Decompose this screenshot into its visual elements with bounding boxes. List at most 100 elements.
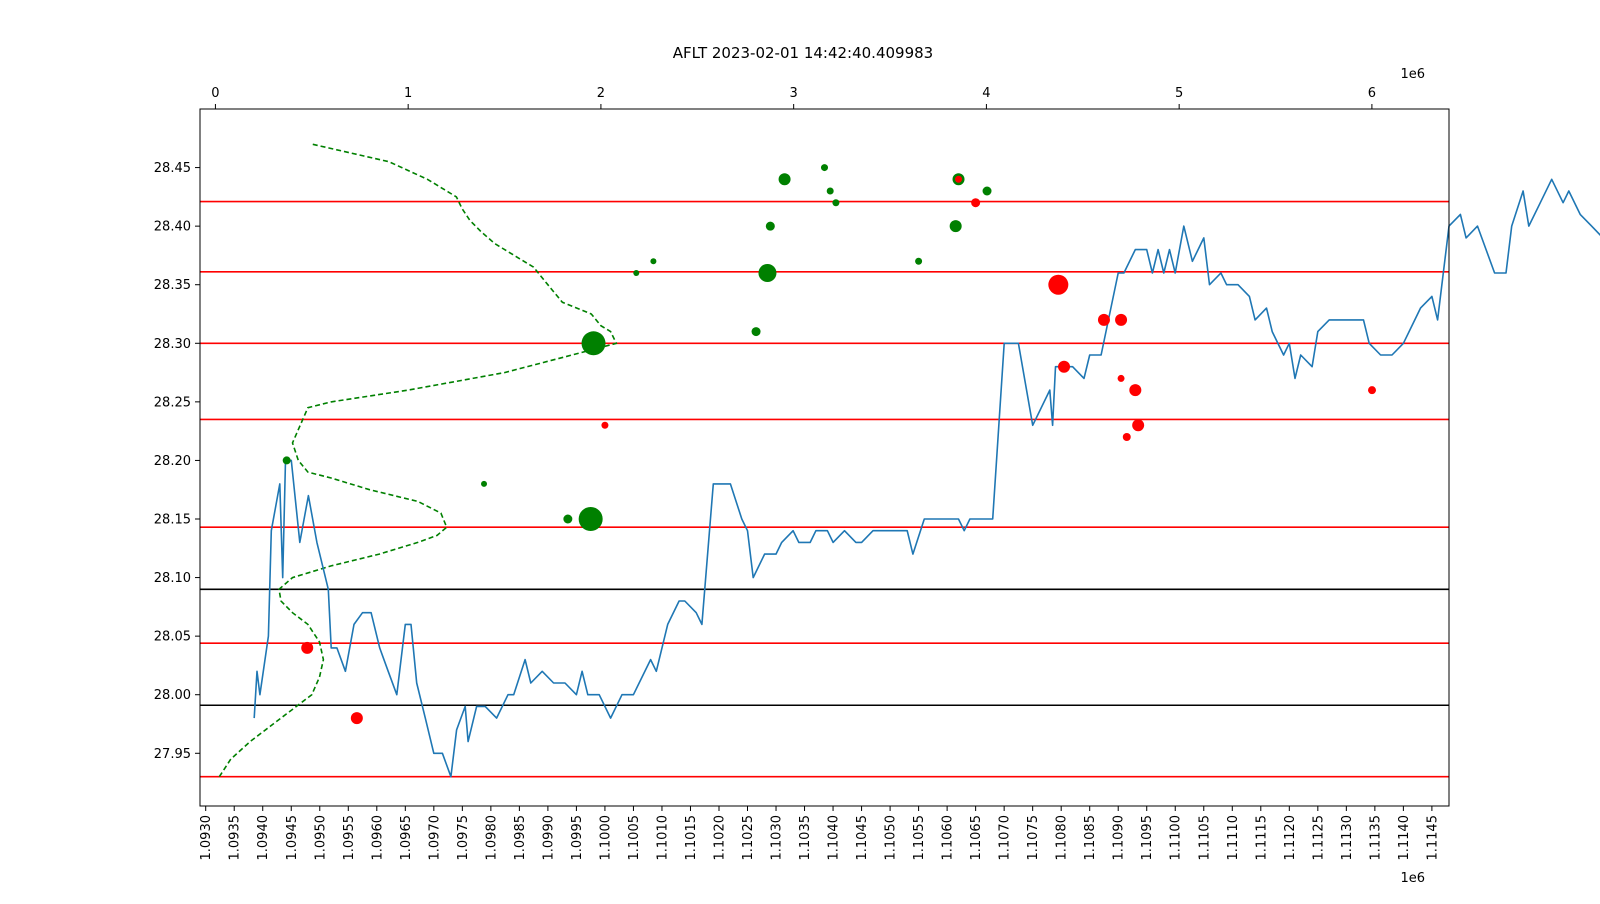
y-tick-label: 28.45	[154, 161, 191, 176]
x-tick-label: 1.0930	[199, 815, 214, 861]
trade-marker	[955, 175, 963, 183]
y-tick-label: 27.95	[154, 747, 191, 762]
x-tick-label: 1.1100	[1169, 815, 1184, 861]
y-tick-label: 28.30	[154, 337, 191, 352]
y-tick-label: 28.40	[154, 220, 191, 235]
trade-marker	[1129, 384, 1142, 397]
top-axis-offset-label: 1e6	[1400, 67, 1425, 82]
x-tick-label: 1.1055	[912, 815, 927, 861]
x-tick-label: 1.0955	[342, 815, 357, 861]
trade-marker	[1368, 386, 1377, 395]
x-tick-label: 1.1080	[1055, 815, 1070, 861]
x-tick-label: 1.1090	[1112, 815, 1127, 861]
x-tick-label: 1.1005	[627, 815, 642, 861]
chart-title: AFLT 2023-02-01 14:42:40.409983	[673, 44, 933, 62]
x-tick-label: 1.1025	[741, 815, 756, 861]
trade-marker	[481, 480, 488, 487]
x-tick-label: 1.0940	[256, 815, 271, 861]
x-tick-label: 1.1000	[598, 815, 613, 861]
trade-marker	[282, 456, 291, 465]
x-tick-label: 1.0990	[541, 815, 556, 861]
x-axis-bottom: 1.0930 1.0935 1.0940 1.0945 1.0950 1.0955 1.09…	[199, 806, 1440, 861]
bottom-axis-offset-label: 1e6	[1400, 871, 1425, 886]
trade-marker	[778, 173, 791, 186]
trade-marker	[821, 164, 828, 172]
y-tick-label: 28.20	[154, 454, 191, 469]
x-tick-label: 1.1065	[969, 815, 984, 861]
x-tick-label: 1.1010	[655, 815, 670, 861]
plot-frame	[199, 108, 1450, 807]
x-tick-label: 1.1110	[1226, 815, 1241, 861]
x-tick-label: 1.1085	[1083, 815, 1098, 861]
trade-marker	[650, 258, 657, 265]
x-tick-label: 1.1040	[827, 815, 842, 861]
x-tick-label: 1.1070	[998, 815, 1013, 861]
x-tick-label: 1.1105	[1197, 815, 1212, 861]
x-tick-label: 1.1035	[798, 815, 813, 861]
trade-marker	[971, 198, 981, 208]
top-tick-label: 0	[211, 86, 219, 101]
trade-marker	[301, 641, 314, 654]
trade-marker	[1048, 274, 1069, 295]
top-tick-label: 1	[404, 86, 412, 101]
trade-marker	[949, 220, 962, 233]
trade-marker	[581, 331, 606, 356]
trade-marker	[832, 199, 840, 207]
x-tick-label: 1.0975	[456, 815, 471, 861]
x-axis-top: 0 1 2 3 4 5 6	[211, 86, 1376, 109]
top-tick-label: 5	[1175, 86, 1183, 101]
top-tick-label: 6	[1368, 86, 1376, 101]
trade-marker	[765, 221, 775, 231]
trade-marker	[1115, 313, 1128, 326]
trade-marker	[563, 514, 573, 524]
x-tick-label: 1.1130	[1340, 815, 1355, 861]
x-tick-label: 1.0945	[285, 815, 300, 861]
x-tick-label: 1.0965	[399, 815, 414, 861]
top-tick-label: 3	[790, 86, 798, 101]
price-series-line	[253, 178, 1600, 778]
volume-profile-line	[218, 143, 618, 778]
x-tick-label: 1.1145	[1425, 815, 1440, 861]
trade-marker	[1117, 374, 1125, 382]
trade-marker	[633, 270, 640, 276]
y-tick-label: 28.25	[154, 395, 191, 410]
trade-marker	[982, 186, 992, 196]
x-tick-label: 1.0970	[427, 815, 442, 861]
x-tick-label: 1.0995	[570, 815, 585, 861]
y-axis: 27.95 28.00 28.05 28.10 28.15 28.20 28.25 28.30…	[154, 161, 200, 762]
x-tick-label: 1.1140	[1397, 815, 1412, 861]
x-tick-label: 1.1015	[684, 815, 699, 861]
x-tick-label: 1.1020	[712, 815, 727, 861]
trade-marker	[578, 507, 603, 531]
x-tick-label: 1.1045	[855, 815, 870, 861]
x-tick-label: 1.1050	[884, 815, 899, 861]
y-tick-label: 28.00	[154, 688, 191, 703]
y-tick-label: 28.35	[154, 278, 191, 293]
x-tick-label: 1.1060	[941, 815, 956, 861]
x-tick-label: 1.1125	[1311, 815, 1326, 861]
trade-marker	[1122, 433, 1131, 441]
x-tick-label: 1.1135	[1368, 815, 1383, 861]
x-tick-label: 1.1115	[1254, 815, 1269, 861]
top-tick-label: 2	[597, 86, 605, 101]
x-tick-label: 1.0960	[370, 815, 385, 861]
trade-marker	[751, 327, 761, 337]
top-tick-label: 4	[982, 86, 990, 101]
y-tick-label: 28.05	[154, 630, 191, 645]
x-tick-label: 1.1030	[770, 815, 785, 861]
x-tick-label: 1.0935	[228, 815, 243, 861]
plot-area	[199, 108, 1600, 807]
trade-marker	[1132, 419, 1145, 432]
trade-marker	[758, 264, 777, 282]
y-tick-label: 28.10	[154, 571, 191, 586]
x-tick-label: 1.0985	[513, 815, 528, 861]
trade-marker	[1097, 313, 1110, 326]
y-tick-label: 28.15	[154, 513, 191, 528]
trade-marker	[915, 257, 923, 265]
x-tick-label: 1.1120	[1283, 815, 1298, 861]
x-tick-label: 1.1075	[1026, 815, 1041, 861]
x-tick-label: 1.0950	[313, 815, 328, 861]
trade-marker	[350, 712, 363, 725]
x-tick-label: 1.1095	[1140, 815, 1155, 861]
